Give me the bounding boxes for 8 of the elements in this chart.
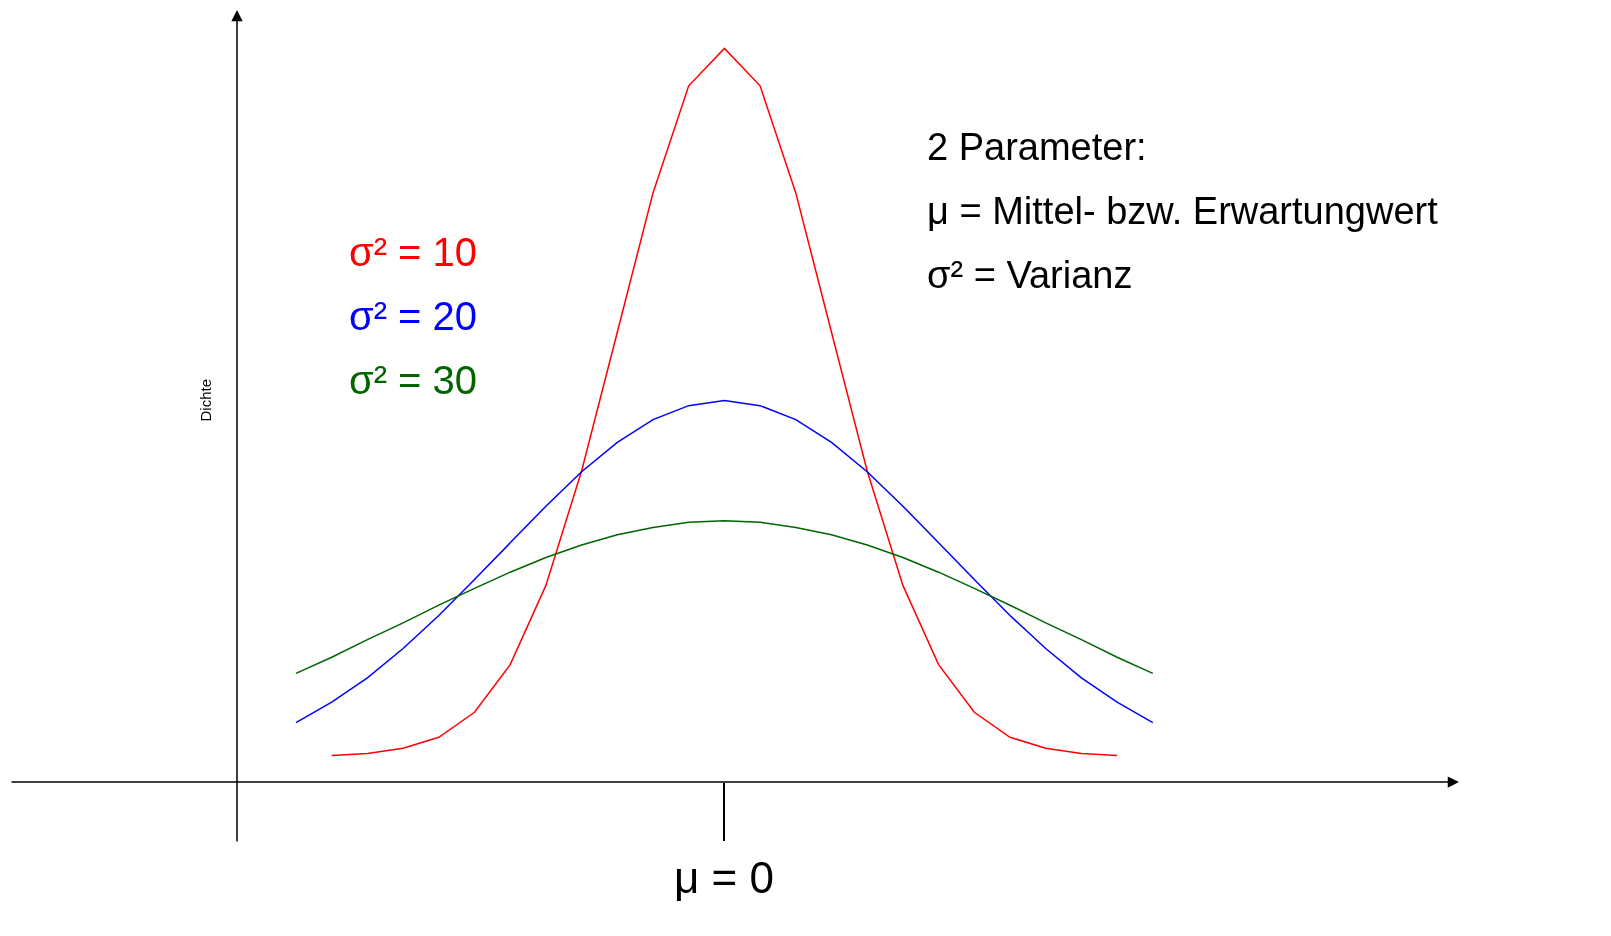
- annotation: μ = Mittel- bzw. Erwartungwert: [927, 190, 1439, 232]
- text: μ = 0: [674, 853, 774, 902]
- text: σ² = 20: [349, 294, 478, 338]
- annotation: σ² = Varianz: [927, 254, 1133, 296]
- y-axis-title: Dichte: [196, 378, 214, 422]
- annotation: 2 Parameter:: [927, 126, 1147, 168]
- text: σ² = 10: [349, 230, 478, 274]
- text: σ² = 30: [349, 358, 478, 402]
